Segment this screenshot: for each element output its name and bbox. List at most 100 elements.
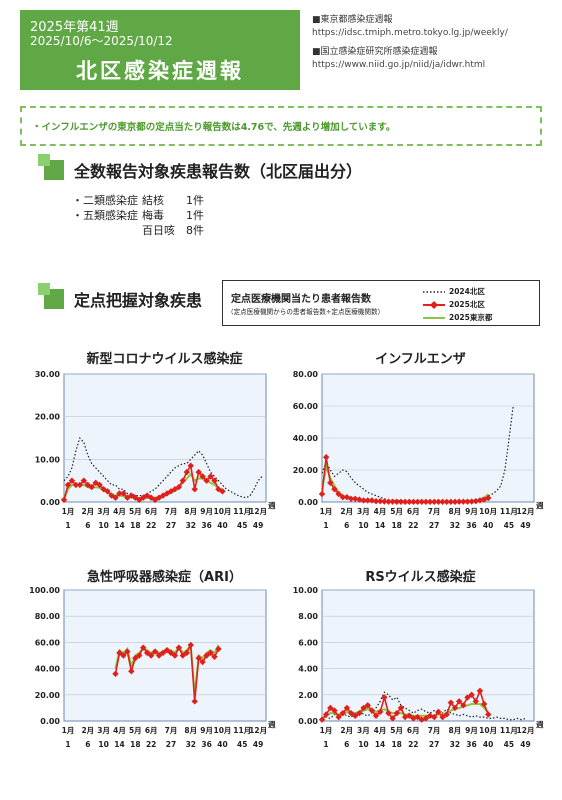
y-tick-label: 100.00 xyxy=(29,586,60,595)
data-point xyxy=(476,687,484,695)
x-month-label: 10月 xyxy=(479,726,497,735)
data-point xyxy=(167,649,175,657)
data-point xyxy=(472,498,480,505)
case-row: ・二類感染症 結核 1件 xyxy=(72,193,204,208)
data-point xyxy=(159,649,167,657)
x-unit-label: 週 xyxy=(536,720,544,729)
x-week-label: 27 xyxy=(166,740,176,749)
x-month-label: 6月 xyxy=(145,726,158,735)
data-point xyxy=(191,486,198,493)
chart-legend: 定点医療機関当たり患者報告数 （定点医療機関からの患者報告数÷定点医療機関数） … xyxy=(222,280,540,326)
y-tick-label: 0.00 xyxy=(298,498,318,507)
x-month-label: 2月 xyxy=(340,726,353,735)
data-point xyxy=(68,477,76,484)
x-week-label: 6 xyxy=(85,740,90,749)
x-week-label: 18 xyxy=(391,521,401,530)
header-week: 2025年第41週 xyxy=(30,20,119,35)
x-week-label: 27 xyxy=(429,521,439,530)
x-week-label: 45 xyxy=(504,740,514,749)
section-title: 定点把握対象疾患 xyxy=(74,291,203,310)
x-week-label: 10 xyxy=(358,521,368,530)
data-point xyxy=(171,652,179,659)
data-point xyxy=(92,479,99,486)
x-month-label: 8月 xyxy=(449,726,462,735)
chart-covid: 0.00 10.00 20.00 30.00 1月 2月 3月 4月 5月 6月 7月 8月 9月 10月… xyxy=(35,370,276,530)
legend-item-2025-kita: 2025北区 xyxy=(423,299,485,310)
legend-label: 2025東京都 xyxy=(449,313,493,322)
x-week-label: 1 xyxy=(65,740,70,749)
case-count: 1件 xyxy=(186,209,204,222)
y-tick-label: 20.00 xyxy=(35,413,61,422)
data-point xyxy=(439,498,446,506)
data-point xyxy=(76,481,84,489)
x-week-label: 14 xyxy=(114,521,124,530)
series-line xyxy=(63,436,263,499)
data-point xyxy=(385,498,392,505)
x-week-label: 18 xyxy=(391,740,401,749)
data-point xyxy=(360,497,367,504)
x-week-label: 49 xyxy=(520,740,530,749)
data-point xyxy=(211,477,218,484)
chart-title-ari: 急性呼吸器感染症（ARI） xyxy=(87,570,242,585)
section-marker-icon xyxy=(38,154,64,180)
source-url[interactable]: https://www.niid.go.jp/niid/ja/idwr.html xyxy=(312,60,486,70)
data-point xyxy=(147,652,155,659)
data-point xyxy=(397,498,405,506)
x-month-label: 9月 xyxy=(200,726,213,735)
data-point xyxy=(389,715,396,722)
chart-influenza: 0.00 20.00 40.00 60.00 80.00 1月 2月 3月 4月 5月 6月 7月 8月… xyxy=(293,370,544,530)
x-month-label: 5月 xyxy=(390,726,403,735)
chart-ari: 0.00 20.00 40.00 60.00 80.00 100.00 1月 2月 3月 4月 5月… xyxy=(29,586,276,749)
data-point xyxy=(360,704,367,712)
case-row: 百日咳 8件 xyxy=(72,223,204,238)
data-point xyxy=(120,652,127,659)
y-tick-label: 40.00 xyxy=(35,665,61,674)
x-month-label: 6月 xyxy=(407,726,420,735)
data-point xyxy=(406,712,413,719)
y-tick-label: 80.00 xyxy=(293,370,319,379)
x-month-label: 8月 xyxy=(184,507,197,516)
data-point xyxy=(179,652,187,659)
data-point xyxy=(451,498,459,506)
case-count: 1件 xyxy=(186,194,204,207)
x-week-label: 45 xyxy=(237,521,247,530)
data-point xyxy=(356,496,363,503)
data-point xyxy=(410,498,417,506)
x-month-label: 7月 xyxy=(428,726,441,735)
data-point xyxy=(104,488,111,495)
y-tick-label: 10.00 xyxy=(35,455,61,464)
y-tick-label: 8.00 xyxy=(298,612,318,621)
data-point xyxy=(455,498,463,505)
x-month-label: 10月 xyxy=(214,726,232,735)
x-month-label: 4月 xyxy=(113,507,126,516)
x-month-label: 1月 xyxy=(320,507,333,516)
data-point xyxy=(80,477,88,484)
data-point xyxy=(199,473,206,480)
x-month-label: 3月 xyxy=(97,507,110,516)
data-point xyxy=(431,713,438,721)
x-week-label: 32 xyxy=(450,521,460,530)
x-month-label: 5月 xyxy=(129,507,142,516)
x-week-label: 1 xyxy=(323,521,328,530)
x-week-label: 14 xyxy=(375,740,385,749)
x-week-label: 22 xyxy=(408,521,418,530)
x-week-label: 45 xyxy=(504,521,514,530)
data-point xyxy=(368,497,376,504)
legend-subtitle: （定点医療機関からの患者報告数÷定点医療機関数） xyxy=(227,308,385,316)
x-week-label: 22 xyxy=(146,521,156,530)
data-point xyxy=(318,490,326,498)
x-month-label: 12月 xyxy=(517,726,535,735)
x-week-label: 14 xyxy=(114,740,124,749)
x-month-label: 1月 xyxy=(62,507,75,516)
legend-label: 2025北区 xyxy=(449,300,485,309)
source-url[interactable]: https://idsc.tmiph.metro.tokyo.lg.jp/wee… xyxy=(312,28,508,38)
x-week-label: 1 xyxy=(65,521,70,530)
case-disease: 結核 xyxy=(142,194,164,207)
data-point xyxy=(339,709,346,717)
sources-block: ■東京都感染症週報 https://idsc.tmiph.metro.tokyo… xyxy=(312,14,557,78)
data-point xyxy=(72,481,80,489)
data-point xyxy=(203,652,210,659)
x-week-label: 40 xyxy=(217,740,227,749)
data-point xyxy=(155,652,163,659)
x-month-label: 6月 xyxy=(407,507,420,516)
